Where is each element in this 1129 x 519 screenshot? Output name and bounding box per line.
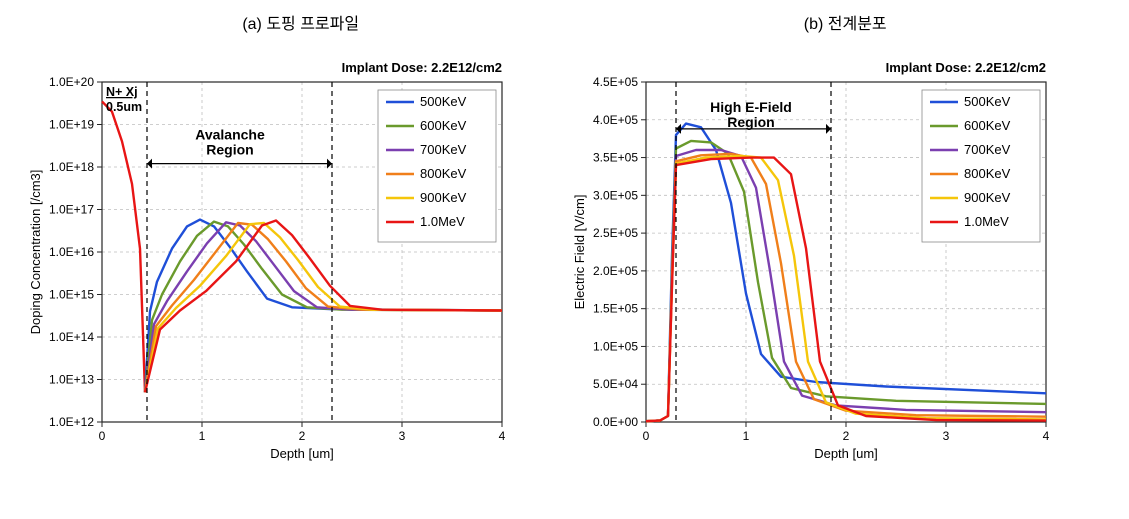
svg-text:500KeV: 500KeV (964, 94, 1011, 109)
svg-text:2.5E+05: 2.5E+05 (593, 226, 638, 240)
svg-text:1.0MeV: 1.0MeV (964, 214, 1009, 229)
svg-text:1.0MeV: 1.0MeV (420, 214, 465, 229)
svg-text:800KeV: 800KeV (964, 166, 1011, 181)
svg-text:0: 0 (99, 429, 106, 443)
chart-a: Implant Dose: 2.2E12/cm2 1.0E+12 1.0E+13 1.… (20, 40, 540, 480)
svg-text:3: 3 (943, 429, 950, 443)
svg-text:900KeV: 900KeV (420, 190, 467, 205)
svg-text:0.5um: 0.5um (106, 100, 142, 114)
caption-b: (b) 전계분포 (804, 10, 887, 34)
svg-text:700KeV: 700KeV (420, 142, 467, 157)
svg-text:3: 3 (399, 429, 406, 443)
svg-text:3.5E+05: 3.5E+05 (593, 151, 638, 165)
svg-text:1.0E+15: 1.0E+15 (49, 288, 94, 302)
svg-text:1: 1 (199, 429, 206, 443)
chart-a-svg: Implant Dose: 2.2E12/cm2 1.0E+12 1.0E+13 1.… (20, 40, 540, 480)
svg-text:1.0E+20: 1.0E+20 (49, 75, 94, 89)
svg-text:2: 2 (843, 429, 850, 443)
svg-text:500KeV: 500KeV (420, 94, 467, 109)
svg-text:4: 4 (1043, 429, 1050, 443)
svg-text:1.0E+12: 1.0E+12 (49, 415, 94, 429)
svg-text:1.0E+18: 1.0E+18 (49, 160, 94, 174)
svg-text:900KeV: 900KeV (964, 190, 1011, 205)
svg-text:4: 4 (499, 429, 506, 443)
chart-b-svg: Implant Dose: 2.2E12/cm2 0.0E+00 5.0E+04 1.… (564, 40, 1084, 480)
svg-text:2: 2 (299, 429, 306, 443)
svg-text:N+ Xj: N+ Xj (106, 85, 138, 99)
svg-text:1.0E+17: 1.0E+17 (49, 203, 94, 217)
svg-text:Electric Field [V/cm]: Electric Field [V/cm] (572, 195, 587, 310)
svg-text:4.0E+05: 4.0E+05 (593, 113, 638, 127)
svg-text:3.0E+05: 3.0E+05 (593, 188, 638, 202)
svg-text:Depth [um]: Depth [um] (814, 446, 878, 461)
svg-text:0: 0 (643, 429, 650, 443)
svg-text:600KeV: 600KeV (420, 118, 467, 133)
svg-text:Avalanche: Avalanche (195, 127, 265, 143)
svg-text:0.0E+00: 0.0E+00 (593, 415, 638, 429)
svg-text:High E-Field: High E-Field (710, 99, 792, 115)
svg-text:5.0E+04: 5.0E+04 (593, 377, 638, 391)
svg-text:800KeV: 800KeV (420, 166, 467, 181)
svg-text:Region: Region (727, 114, 774, 130)
svg-text:1.0E+14: 1.0E+14 (49, 330, 94, 344)
svg-text:1.0E+16: 1.0E+16 (49, 245, 94, 259)
svg-text:Doping Concentration [/cm3]: Doping Concentration [/cm3] (28, 170, 43, 335)
svg-text:Region: Region (206, 142, 253, 158)
svg-text:1.0E+13: 1.0E+13 (49, 373, 94, 387)
chart-b: Implant Dose: 2.2E12/cm2 0.0E+00 5.0E+04 1.… (564, 40, 1084, 480)
svg-text:1: 1 (743, 429, 750, 443)
caption-a: (a) 도핑 프로파일 (242, 10, 359, 34)
svg-text:Depth [um]: Depth [um] (270, 446, 334, 461)
svg-text:1.5E+05: 1.5E+05 (593, 302, 638, 316)
svg-text:Implant Dose: 2.2E12/cm2: Implant Dose: 2.2E12/cm2 (342, 60, 502, 75)
svg-text:2.0E+05: 2.0E+05 (593, 264, 638, 278)
svg-text:1.0E+05: 1.0E+05 (593, 339, 638, 353)
svg-text:Implant Dose: 2.2E12/cm2: Implant Dose: 2.2E12/cm2 (886, 60, 1046, 75)
svg-text:1.0E+19: 1.0E+19 (49, 118, 94, 132)
svg-text:700KeV: 700KeV (964, 142, 1011, 157)
svg-text:4.5E+05: 4.5E+05 (593, 75, 638, 89)
svg-text:600KeV: 600KeV (964, 118, 1011, 133)
